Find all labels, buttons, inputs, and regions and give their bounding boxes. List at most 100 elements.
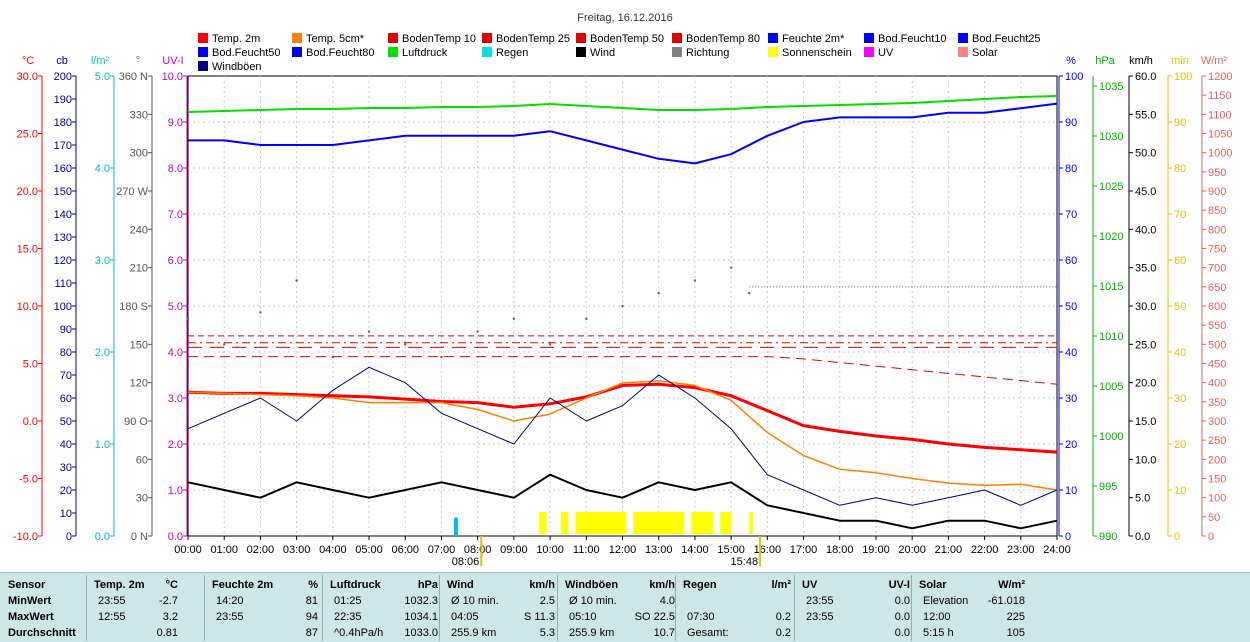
summary-separator [794,575,795,641]
axis-tick-label: 40 [60,439,72,451]
axis-temp: °C 30.0 25.0 20.0 15.0 10.0 5.0 0.0 -5.0 -10.0 [13,55,43,543]
x-tick-label: 16:00 [754,544,782,556]
legend-swatch [864,33,874,43]
legend-label: Wind [590,47,615,59]
direction-dot [693,279,697,282]
axis-tick-label: 200 [54,71,72,83]
axis-tick-label: 20 [1174,439,1186,451]
legend-item: Regen [482,47,528,59]
axis-tick-label: 750 [1208,244,1226,256]
axis-tick-label: 50.0 [1135,148,1156,160]
series-line-bodentemp-10 [188,356,1058,385]
axis-tick-label: 70 [1174,209,1186,221]
summary-unit-press: hPa [417,579,438,591]
axis-unit-label: min [1171,55,1189,67]
axis-tick-label: 1020 [1099,231,1123,243]
axis-tick-label: 20 [1065,439,1077,451]
summary-row-label: MinWert [8,595,52,607]
axis-tick-label: 1150 [1208,90,1232,102]
axis-unit-label: cb [56,55,68,67]
axis-tick-label: 360 N [119,71,148,83]
axis-tick-label: 10.0 [1135,454,1156,466]
axis-unit-label: W/m² [1201,55,1228,67]
axis-tick-label: 35.0 [1135,263,1156,275]
axis-tick-label: 30 [1065,393,1077,405]
axis-tick-label: 55.0 [1135,109,1156,121]
legend-swatch [576,47,586,57]
legend-swatch [482,47,492,57]
axis-tick-label: 1025 [1099,181,1123,193]
summary-unit-temp: °C [165,579,178,591]
summary-header-press: Luftdruck [330,579,381,591]
axis-tick-label: 2.0 [168,439,183,451]
x-tick-label: 03:00 [283,544,311,556]
summary-cell-label: 255.9 km [569,627,615,639]
axis-tick-label: 50 [60,416,72,428]
axis-tick-label: 240 [130,224,148,236]
summary-cell-value: 2.5 [539,595,555,607]
axis-tick-label: 650 [1208,282,1226,294]
axis-tick-label: 5.0 [23,359,38,371]
legend-item: BodenTemp 80 [672,33,760,45]
legend-item: UV [864,47,894,59]
legend-item: Temp. 5cm* [292,33,365,45]
summary-cell-value: 5.3 [539,627,555,639]
summary-cell-value: 0.2 [775,611,791,623]
summary-unit-solar: W/m² [998,579,1025,591]
legend-swatch [672,47,682,57]
summary-cell-label: 14:20 [216,595,244,607]
direction-dot [367,330,371,333]
axis-unit-label: °C [22,55,34,67]
axis-tick-label: 90 O [124,416,148,428]
axis-tick-label: 250 [1208,435,1226,447]
summary-separator [204,575,205,641]
chart-title: Freitag, 16.12.2016 [577,12,672,24]
x-tick-label: 22:00 [971,544,999,556]
summary-header-uv: UV [802,579,818,591]
legend-label: Bod.Feucht25 [972,33,1041,45]
axis-tick-label: 150 [54,186,72,198]
legend-swatch [198,33,208,43]
legend-swatch [198,61,208,71]
summary-cell-label: Gesamt: [687,627,729,639]
series-line-windb-en [187,366,1058,506]
sunshine-bar [633,512,685,534]
axis-tick-label: 90 [60,324,72,336]
axis-tick-label: 300 [1208,416,1226,428]
axis-tick-label: 10 [1065,485,1077,497]
x-tick-label: 07:00 [428,544,456,556]
axis-tick-label: 200 [1208,454,1226,466]
axis-tick-label: 10.0 [162,71,183,83]
x-tick-label: 08:00 [464,544,492,556]
direction-dot [657,292,660,295]
axis-tick-label: 0.0 [95,531,110,543]
x-tick-label: 19:00 [862,544,890,556]
summary-cell-label: 23:55 [98,595,126,607]
direction-dot [512,317,516,320]
axis-tick-label: 500 [1208,339,1226,351]
axis-tick-label: 30.0 [17,71,38,83]
summary-cell-label: 12:00 [923,611,951,623]
legend-label: Bod.Feucht50 [212,47,281,59]
axis-tick-label: 0 [1065,531,1071,543]
legend-swatch [864,47,874,57]
axis-tick-label: 1015 [1099,281,1123,293]
axis-tick-label: 9.0 [168,117,183,129]
summary-unit-uv: UV-I [888,579,910,591]
summary-separator [439,575,440,641]
legend-swatch [292,33,302,43]
axis-tick-label: 450 [1208,359,1226,371]
axis-tick-label: 300 [130,148,148,160]
axis-tick-label: 0.0 [23,416,38,428]
legend-label: Luftdruck [402,47,448,59]
axis-tick-label: 100 [1208,493,1226,505]
summary-cell-label: 07:30 [687,611,715,623]
x-tick-label: 21:00 [935,544,963,556]
axis-tick-label: 1030 [1099,131,1123,143]
x-tick-label: 09:00 [500,544,528,556]
summary-table: Sensor MinWert MaxWert Durchschnitt Temp. 2m… [0,572,1250,642]
left-axes: °C 30.0 25.0 20.0 15.0 10.0 5.0 0.0 -5.0 -10.0 cb 2… [13,55,188,543]
legend-item: Bod.Feucht50 [198,47,281,59]
legend-item: Bod.Feucht25 [958,33,1041,45]
axis-tick-label: 210 [130,263,148,275]
